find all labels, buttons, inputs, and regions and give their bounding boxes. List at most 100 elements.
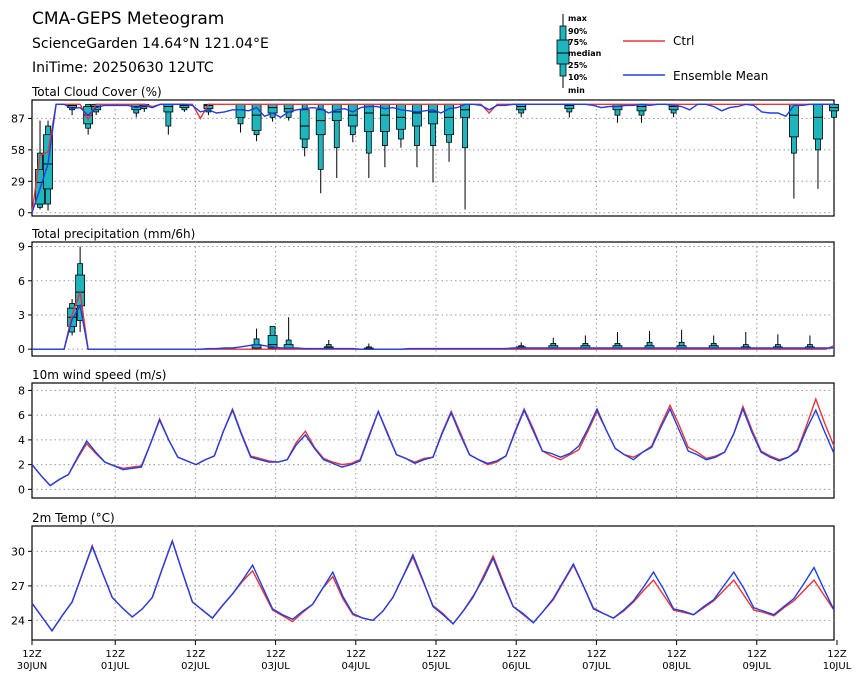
- panel-title: Total Cloud Cover (%): [31, 85, 162, 99]
- panel-frame: [31, 525, 835, 641]
- box-inner: [315, 109, 326, 136]
- box-plot: [267, 325, 278, 350]
- ensemble-mean-line: [31, 538, 835, 633]
- x-tick-label-time: 12Z: [747, 649, 767, 660]
- y-tick-label: 2: [18, 459, 25, 472]
- x-tick-label-time: 12Z: [827, 649, 847, 660]
- box-plot: [789, 103, 799, 199]
- box-plot: [251, 328, 262, 350]
- ensemble-mean-line: [31, 407, 835, 487]
- y-tick-label: 29: [11, 175, 25, 188]
- box-inner: [363, 103, 374, 132]
- y-tick-label: 0: [18, 483, 25, 496]
- box-plot: [740, 332, 751, 350]
- box-plot: [444, 103, 454, 162]
- box-plot: [323, 340, 334, 350]
- box-plot: [772, 334, 783, 350]
- box-plot: [516, 103, 527, 118]
- legend-box-inner: [556, 39, 570, 65]
- panel-title: 2m Temp (°C): [32, 511, 115, 525]
- box-plot: [283, 317, 294, 350]
- box-plot: [460, 103, 470, 210]
- ctrl-line: [31, 397, 835, 487]
- legend-box-label: 90%: [568, 27, 587, 36]
- y-tick-label: 0: [18, 343, 25, 356]
- x-tick-label-time: 12Z: [186, 649, 206, 660]
- box-plot: [363, 103, 374, 179]
- box-plot: [636, 103, 647, 123]
- box-inner: [267, 103, 278, 114]
- y-tick-label: 3: [18, 309, 25, 322]
- panel-1: Total Cloud Cover (%) 0 29 58 87: [11, 85, 839, 220]
- box-plot: [612, 332, 623, 350]
- panel-2: Total precipitation (mm/6h) 0 3 6 9: [18, 227, 835, 357]
- y-tick-label: 30: [11, 545, 25, 558]
- legend-box-label: max: [568, 14, 588, 23]
- y-tick-label: 87: [11, 112, 25, 125]
- box-inner: [331, 103, 342, 121]
- box-plot: [428, 103, 438, 183]
- x-tick-label-date: 04JUL: [342, 661, 371, 672]
- x-tick-label-date: 10JUL: [823, 661, 852, 672]
- chart-title: CMA-GEPS Meteogram: [32, 9, 224, 29]
- box-inner: [267, 335, 278, 349]
- box-plot: [315, 103, 326, 194]
- box-inner: [163, 103, 174, 113]
- x-tick-label-date: 03JUL: [261, 661, 290, 672]
- x-tick-label-time: 12Z: [587, 649, 607, 660]
- x-tick-label-time: 12Z: [667, 649, 687, 660]
- box-plot: [644, 330, 655, 350]
- box-plot: [363, 343, 374, 350]
- x-tick-label-date: 02JUL: [181, 661, 210, 672]
- ensemble-mean-line: [32, 303, 834, 350]
- legend: max 90% 75% median 25% 10% min Ctrl Ensemble Mea…: [556, 14, 768, 95]
- panel-title: Total precipitation (mm/6h): [31, 227, 195, 241]
- y-tick-label: 9: [18, 241, 25, 254]
- box-plot: [299, 103, 310, 157]
- box-plot: [676, 329, 687, 350]
- x-tick-label-date: 30JUN: [17, 661, 47, 672]
- legend-ctrl-label: Ctrl: [673, 34, 694, 48]
- box-inner: [412, 103, 422, 127]
- x-tick-label-date: 08JUL: [662, 661, 691, 672]
- ensemble-mean-line: [31, 103, 834, 213]
- x-tick-label-time: 12Z: [266, 649, 286, 660]
- location-label: ScienceGarden 14.64°N 121.04°E: [32, 36, 269, 52]
- box-plot: [412, 103, 422, 168]
- x-tick-label-time: 12Z: [105, 649, 125, 660]
- x-tick-label-time: 12Z: [22, 649, 42, 660]
- box-plot: [379, 103, 390, 168]
- y-tick-label: 24: [11, 614, 25, 627]
- x-tick-label-date: 05JUL: [422, 661, 451, 672]
- box-plot: [805, 335, 815, 350]
- box-plot: [564, 103, 575, 118]
- y-tick-label: 58: [11, 144, 25, 157]
- box-plot: [179, 103, 190, 112]
- box-plot: [708, 335, 719, 350]
- panel-3: 10m wind speed (m/s) 0 2 4 6 8: [18, 368, 835, 499]
- box-inner: [299, 109, 310, 140]
- x-tick-label-date: 01JUL: [101, 661, 130, 672]
- x-tick-label-date: 09JUL: [743, 661, 772, 672]
- legend-box-label: median: [568, 49, 602, 58]
- time-axis: 12Z30JUN12Z01JUL12Z02JUL12Z03JUL12Z04JUL…: [17, 640, 852, 672]
- box-inner: [428, 103, 438, 125]
- y-tick-label: 4: [18, 434, 25, 447]
- panel-frame: [31, 382, 835, 499]
- y-tick-label: 6: [18, 275, 25, 288]
- legend-mean-label: Ensemble Mean: [673, 69, 768, 83]
- legend-box-label: 75%: [568, 38, 587, 47]
- legend-box-label: 10%: [568, 73, 587, 82]
- legend-box-label: 25%: [568, 61, 587, 70]
- box-inner: [396, 103, 406, 130]
- box-plot: [668, 103, 679, 118]
- x-tick-label-date: 06JUL: [502, 661, 531, 672]
- y-tick-label: 8: [18, 384, 25, 397]
- box-plot: [331, 103, 342, 179]
- box-plot: [67, 103, 77, 116]
- y-tick-label: 6: [18, 409, 25, 422]
- box-plot: [163, 103, 174, 135]
- box-inner: [516, 103, 527, 111]
